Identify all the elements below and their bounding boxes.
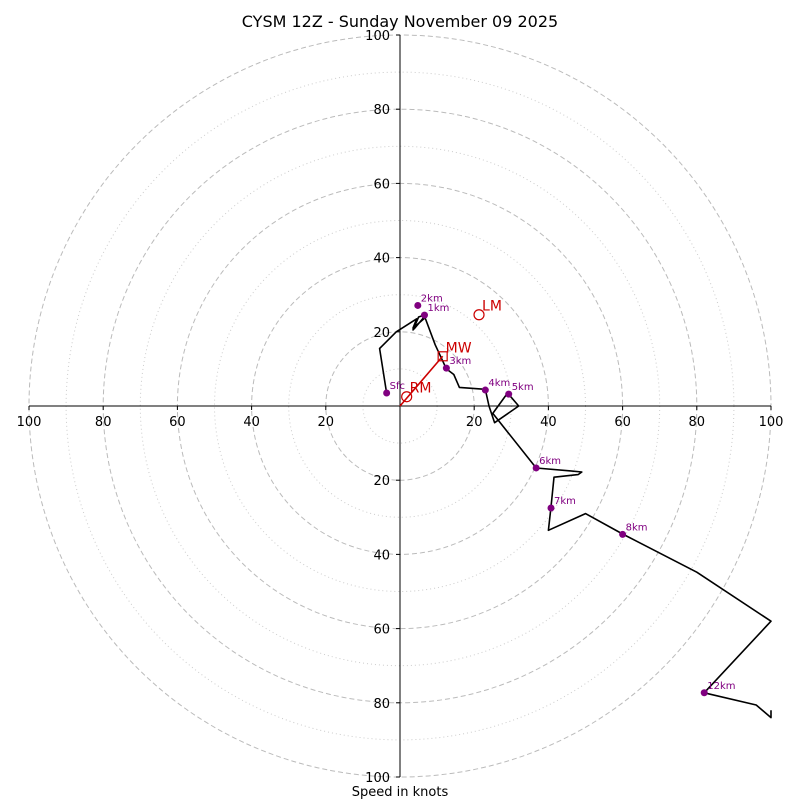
height-label-6km: 6km bbox=[539, 456, 561, 467]
x-tick-label: 100 bbox=[17, 415, 42, 430]
storm-motion-lm bbox=[473, 309, 485, 321]
storm-motion-label-lm: LM bbox=[482, 299, 502, 315]
height-marker-8km bbox=[619, 530, 627, 538]
plot-area bbox=[378, 301, 772, 719]
storm-motion-rm bbox=[401, 391, 413, 403]
height-marker-1km bbox=[420, 311, 428, 319]
y-tick-label: 80 bbox=[373, 103, 390, 118]
height-marker-2km bbox=[414, 301, 422, 309]
storm-motion-label-mw: MW bbox=[446, 340, 472, 356]
x-tick-label: 80 bbox=[95, 415, 112, 430]
height-marker-3km bbox=[442, 364, 450, 372]
mean-wind-vector bbox=[399, 355, 444, 407]
height-marker-12km bbox=[700, 689, 708, 697]
tick-labels: 100 80 60 40 20 20 40 60 80 100 100 80 60 40 20 20 40 60 8… bbox=[17, 29, 784, 786]
height-marker-4km bbox=[481, 386, 489, 394]
x-tick-label: 60 bbox=[169, 415, 186, 430]
height-label-12km: 12km bbox=[707, 681, 735, 692]
height-marker-6km bbox=[532, 464, 540, 472]
y-tick-label: 20 bbox=[373, 474, 390, 489]
height-label-sfc: Sfc bbox=[390, 381, 405, 392]
x-tick-label: 20 bbox=[318, 415, 335, 430]
storm-motion-label-rm: RM bbox=[410, 381, 432, 397]
y-tick-label: 20 bbox=[373, 326, 390, 341]
storm-motion-mw bbox=[437, 351, 448, 362]
height-label-1km: 1km bbox=[427, 303, 449, 314]
y-tick-label: 100 bbox=[365, 29, 390, 44]
height-marker-5km bbox=[505, 390, 513, 398]
chart-title: CYSM 12Z - Sunday November 09 2025 bbox=[242, 12, 558, 31]
x-axis-label: Speed in knots bbox=[352, 785, 449, 800]
x-tick-label: 60 bbox=[614, 415, 631, 430]
x-tick-label: 20 bbox=[466, 415, 483, 430]
height-label-5km: 5km bbox=[512, 382, 534, 393]
height-marker-7km bbox=[547, 504, 555, 512]
y-tick-label: 40 bbox=[373, 548, 390, 563]
height-label-2km: 2km bbox=[421, 293, 443, 304]
x-tick-label: 40 bbox=[540, 415, 557, 430]
hodograph-trace bbox=[378, 314, 772, 719]
height-label-8km: 8km bbox=[626, 522, 648, 533]
y-tick-label: 100 bbox=[365, 771, 390, 786]
y-tick-label: 80 bbox=[373, 697, 390, 712]
y-tick-label: 60 bbox=[373, 177, 390, 192]
height-marker-sfc bbox=[383, 389, 391, 397]
y-tick-label: 40 bbox=[373, 252, 390, 267]
y-tick-label: 60 bbox=[373, 623, 390, 638]
height-label-3km: 3km bbox=[449, 356, 471, 367]
x-tick-label: 80 bbox=[689, 415, 706, 430]
height-label-7km: 7km bbox=[554, 496, 576, 507]
x-tick-label: 100 bbox=[759, 415, 784, 430]
x-tick-label: 40 bbox=[243, 415, 260, 430]
height-label-4km: 4km bbox=[488, 378, 510, 389]
